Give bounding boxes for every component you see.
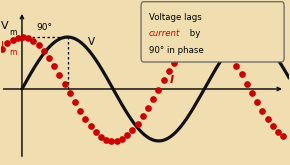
Text: I: I xyxy=(169,75,173,85)
Text: V: V xyxy=(1,21,8,31)
Text: by: by xyxy=(187,29,200,38)
Text: 90°: 90° xyxy=(37,23,53,32)
Text: Voltage lags: Voltage lags xyxy=(149,13,202,22)
FancyBboxPatch shape xyxy=(141,2,284,62)
Text: V: V xyxy=(88,37,95,47)
Text: m: m xyxy=(9,49,17,57)
Text: current: current xyxy=(149,29,180,38)
Text: 90° in phase: 90° in phase xyxy=(149,46,204,55)
Text: I: I xyxy=(1,41,4,51)
Text: m: m xyxy=(9,28,17,36)
